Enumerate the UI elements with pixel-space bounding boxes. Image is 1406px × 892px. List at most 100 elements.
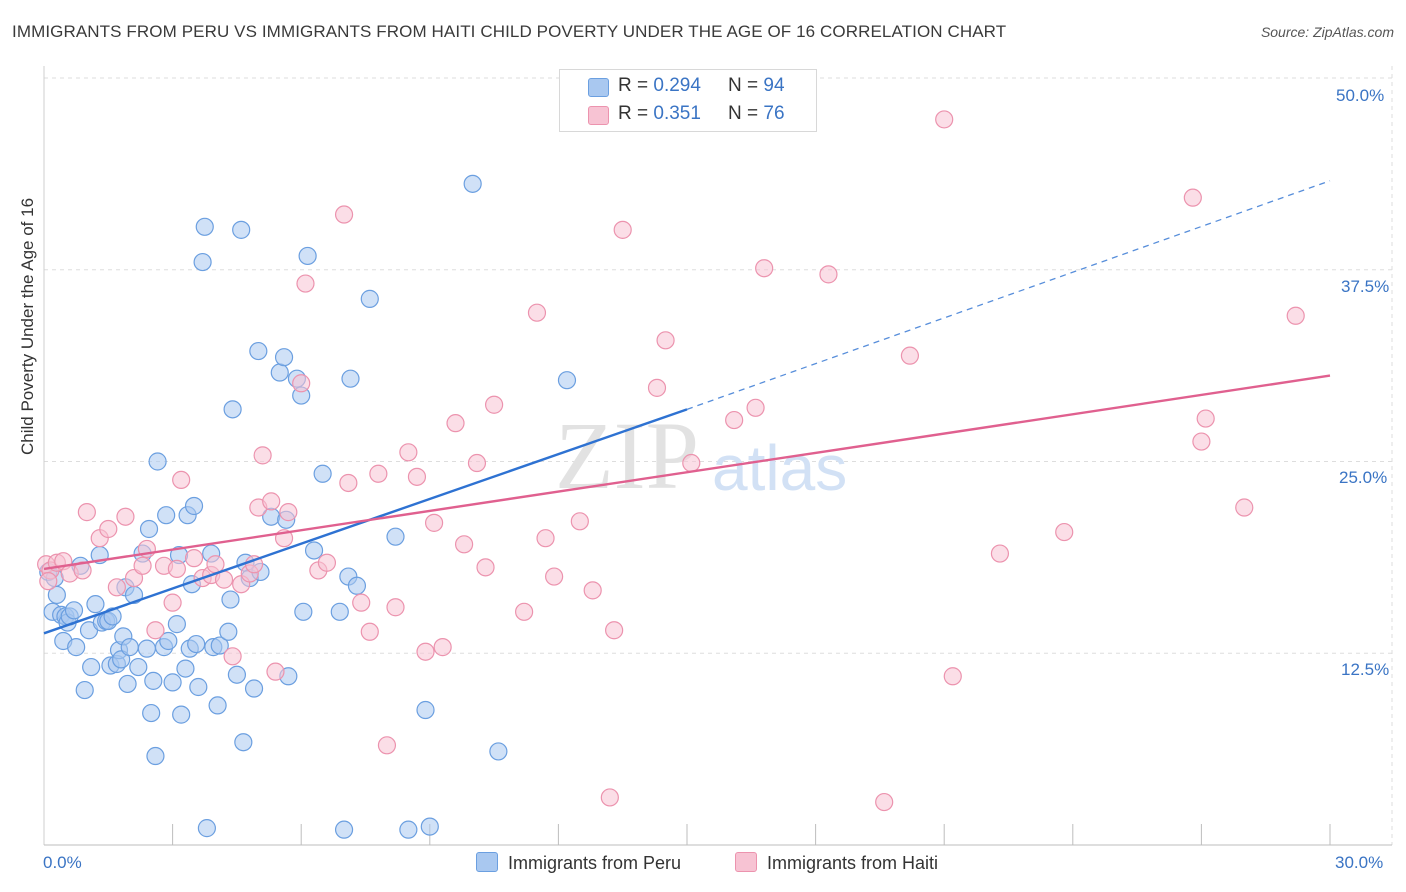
haiti-point-46 [407,467,427,486]
y-tick-label-37-5: 37.5% [1341,277,1390,296]
haiti-point-71 [875,792,894,812]
peru-point-62 [232,220,251,239]
haiti-point-18 [172,470,191,490]
haiti-point-24 [223,647,242,666]
haiti-point-77 [1183,188,1202,207]
haiti-point-55 [515,602,534,621]
peru-point-85 [360,289,379,308]
legend-haiti-label: Immigrants from Haiti [767,853,939,873]
peru-r-value: 0.294 [653,75,701,96]
peru-point-90 [489,742,508,761]
haiti-point-61 [600,788,619,807]
peru-point-23 [112,650,131,669]
haiti-point-9 [107,578,126,597]
peru-r: R = 0.294 [618,75,701,96]
axes [43,66,1392,846]
haiti-point-52 [467,453,487,473]
peru-point-27 [120,638,139,657]
haiti-point-70 [819,265,838,284]
peru-point-91 [557,371,577,390]
haiti-n: N = 76 [728,103,785,124]
haiti-point-53 [476,558,495,577]
peru-point-86 [386,527,405,546]
peru-point-11 [75,680,94,700]
haiti-point-78 [1192,432,1211,451]
haiti-point-73 [935,110,954,129]
peru-point-8 [64,601,84,620]
haiti-point-37 [317,553,337,572]
haiti-point-63 [613,220,632,239]
haiti-point-38 [334,205,354,224]
haiti-point-54 [485,395,504,414]
haiti-point-82 [39,572,58,591]
peru-point-43 [172,705,191,724]
y-tick-label-25: 25.0% [1339,468,1388,487]
peru-swatch [588,78,609,97]
peru-point-60 [223,400,242,419]
y-tick-label-12-5: 12.5% [1341,660,1390,679]
haiti-point-10 [116,507,135,526]
haiti-point-40 [352,593,371,612]
haiti-r-value: 0.351 [653,103,701,124]
haiti-point-44 [386,598,405,617]
y-tick-label-50: 50.0% [1336,86,1385,105]
haiti-point-42 [369,464,388,483]
peru-point-87 [416,700,435,720]
trend-lines [43,180,1331,635]
peru-point-79 [313,464,332,483]
haiti-point-66 [682,453,701,473]
peru-point-33 [142,703,161,723]
peru-point-20 [103,607,122,626]
haiti-point-56 [527,303,547,322]
haiti-point-68 [755,259,774,278]
haiti-point-76 [1055,522,1074,542]
watermark: ZIP atlas [555,402,847,509]
peru-point-39 [159,631,178,651]
haiti-point-30 [262,492,281,511]
haiti-r: R = 0.351 [618,103,701,124]
peru-point-9 [67,638,86,657]
peru-point-44 [176,659,195,678]
peru-point-36 [148,452,167,471]
haiti-point-12 [133,556,152,575]
peru-point-32 [139,519,159,539]
haiti-point-29 [253,446,272,465]
haiti-point-47 [416,642,435,661]
peru-point-76 [294,602,313,621]
haiti-point-69 [746,398,765,417]
haiti-swatch [588,106,609,125]
chart-source: Source: ZipAtlas.com [1260,24,1394,40]
haiti-n-value: 76 [763,103,785,124]
peru-point-78 [304,541,324,560]
x-tick-label-max: 30.0% [1335,853,1384,872]
haiti-point-75 [990,544,1010,563]
haiti-point-50 [446,414,465,433]
haiti-point-41 [360,622,379,641]
peru-n-value: 94 [763,75,785,96]
stats-box: R = 0.294 N = 94 R = 0.351 N = 76 [559,69,817,132]
peru-point-80 [330,602,349,621]
peru-point-59 [221,590,240,609]
haiti-point-19 [184,549,204,568]
haiti-point-74 [943,667,962,686]
peru-point-58 [219,622,238,641]
legend-peru: Immigrants from Peru [476,852,681,874]
peru-point-70 [270,363,289,382]
peru-point-31 [137,639,156,658]
haiti-point-35 [296,274,315,293]
haiti-point-58 [545,567,564,586]
haiti-point-34 [292,374,311,393]
peru-point-92 [399,820,418,839]
haiti-point-16 [163,593,182,612]
haiti-point-43 [377,736,397,755]
peru-point-41 [167,615,186,634]
watermark-zip: ZIP [555,402,699,509]
haiti-point-14 [146,621,165,640]
stats-row-peru: R = 0.294 N = 94 [560,73,816,101]
peru-point-52 [195,217,214,236]
haiti-point-48 [424,513,444,532]
haiti-point-51 [454,535,474,554]
haiti-point-49 [433,638,452,657]
peru-trend-extension [686,180,1331,410]
